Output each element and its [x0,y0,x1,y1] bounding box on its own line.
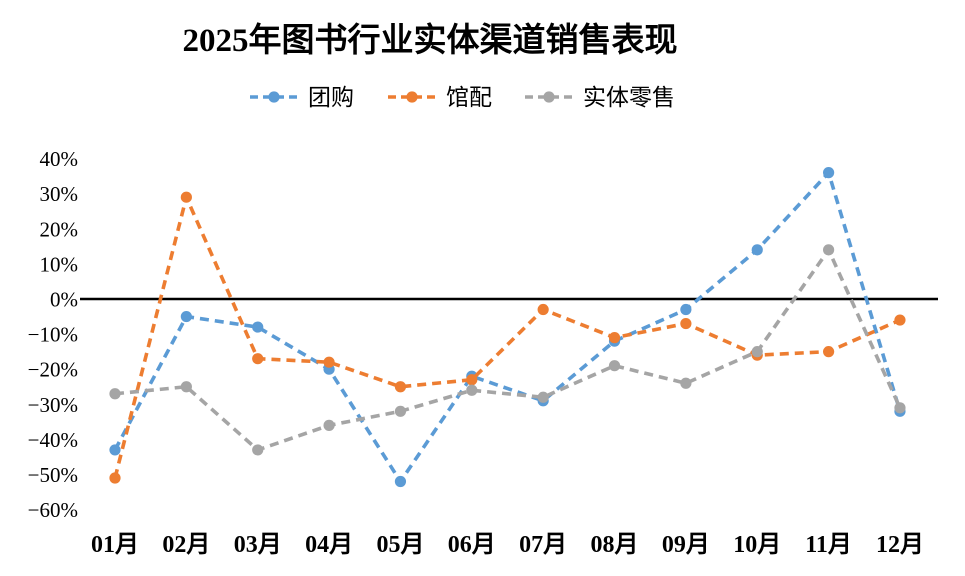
y-tick-label: 20% [40,217,79,241]
x-tick-label: 06月 [448,532,496,558]
data-point-marker [894,402,906,414]
data-point-marker [180,310,192,323]
data-point-marker [751,244,763,256]
data-point-marker [894,314,906,326]
x-tick-label: 02月 [162,532,210,558]
chart-legend: 团购 馆配 实体零售 [250,85,675,110]
x-tick-label: 05月 [376,532,424,558]
legend-dot-marker [406,91,418,103]
y-tick-label: −60% [28,498,78,522]
legend-label: 实体零售 [583,85,675,110]
y-tick-label: −20% [28,358,78,382]
legend-dot-marker [543,91,555,103]
legend-item-3: 实体零售 [525,85,675,110]
y-tick-label: 0% [50,288,78,312]
series-group [80,167,938,488]
data-point-marker [109,472,121,484]
x-tick-label: 08月 [591,532,639,558]
legend-label: 团购 [308,85,354,110]
data-point-marker [823,346,835,358]
x-tick-label: 11月 [805,532,852,558]
series-line [113,169,902,485]
data-point-marker [252,353,264,365]
y-tick-label: −40% [28,428,78,452]
data-point-marker [608,360,621,372]
legend-dot-marker [268,91,280,103]
data-point-marker [323,356,335,368]
x-tick-label: 12月 [876,532,924,558]
data-point-marker [180,191,192,203]
y-axis-labels: 40% 30% 20% 10% 0% −10% −20% −30% −40% −50% −60% [28,147,78,522]
data-point-marker [394,405,407,417]
x-tick-label: 03月 [234,532,282,558]
data-point-marker [252,444,264,456]
y-tick-label: 40% [40,147,79,171]
legend-label: 馆配 [446,85,492,110]
data-point-marker [823,167,835,179]
data-point-marker [394,475,407,488]
data-point-marker [823,244,835,256]
legend-item-2: 馆配 [388,85,492,110]
x-axis-labels: 01月 02月 03月 04月 05月 06月 07月 08月 09月 10月 11月 12月 [91,532,924,558]
y-tick-label: 10% [40,252,79,276]
x-tick-label: 01月 [91,532,139,558]
data-point-marker [252,321,264,333]
data-point-marker [323,419,335,431]
data-point-marker [680,317,692,330]
x-tick-label: 10月 [733,532,781,558]
data-point-marker [680,377,692,389]
data-point-marker [109,444,121,456]
data-point-marker [109,388,121,400]
data-point-marker [180,381,192,393]
chart-title: 2025年图书行业实体渠道销售表现 [183,21,678,59]
data-point-marker [608,332,621,344]
series-line [114,246,902,452]
y-tick-label: −30% [28,393,78,417]
data-point-marker [466,384,478,396]
x-tick-label: 04月 [305,532,353,558]
series-3 [109,244,906,456]
series-line [113,191,901,479]
x-tick-label: 09月 [662,532,710,558]
data-point-marker [466,374,478,386]
y-tick-label: −50% [28,463,78,487]
data-point-marker [394,381,407,393]
data-point-marker [751,346,763,358]
data-point-marker [537,391,549,403]
data-point-marker [537,303,549,316]
x-tick-label: 07月 [519,532,567,558]
series-1 [109,167,906,488]
legend-item-1: 团购 [250,85,354,110]
y-tick-label: −10% [28,323,78,347]
series-2 [109,191,906,484]
data-point-marker [680,303,692,316]
y-tick-label: 30% [40,182,79,206]
